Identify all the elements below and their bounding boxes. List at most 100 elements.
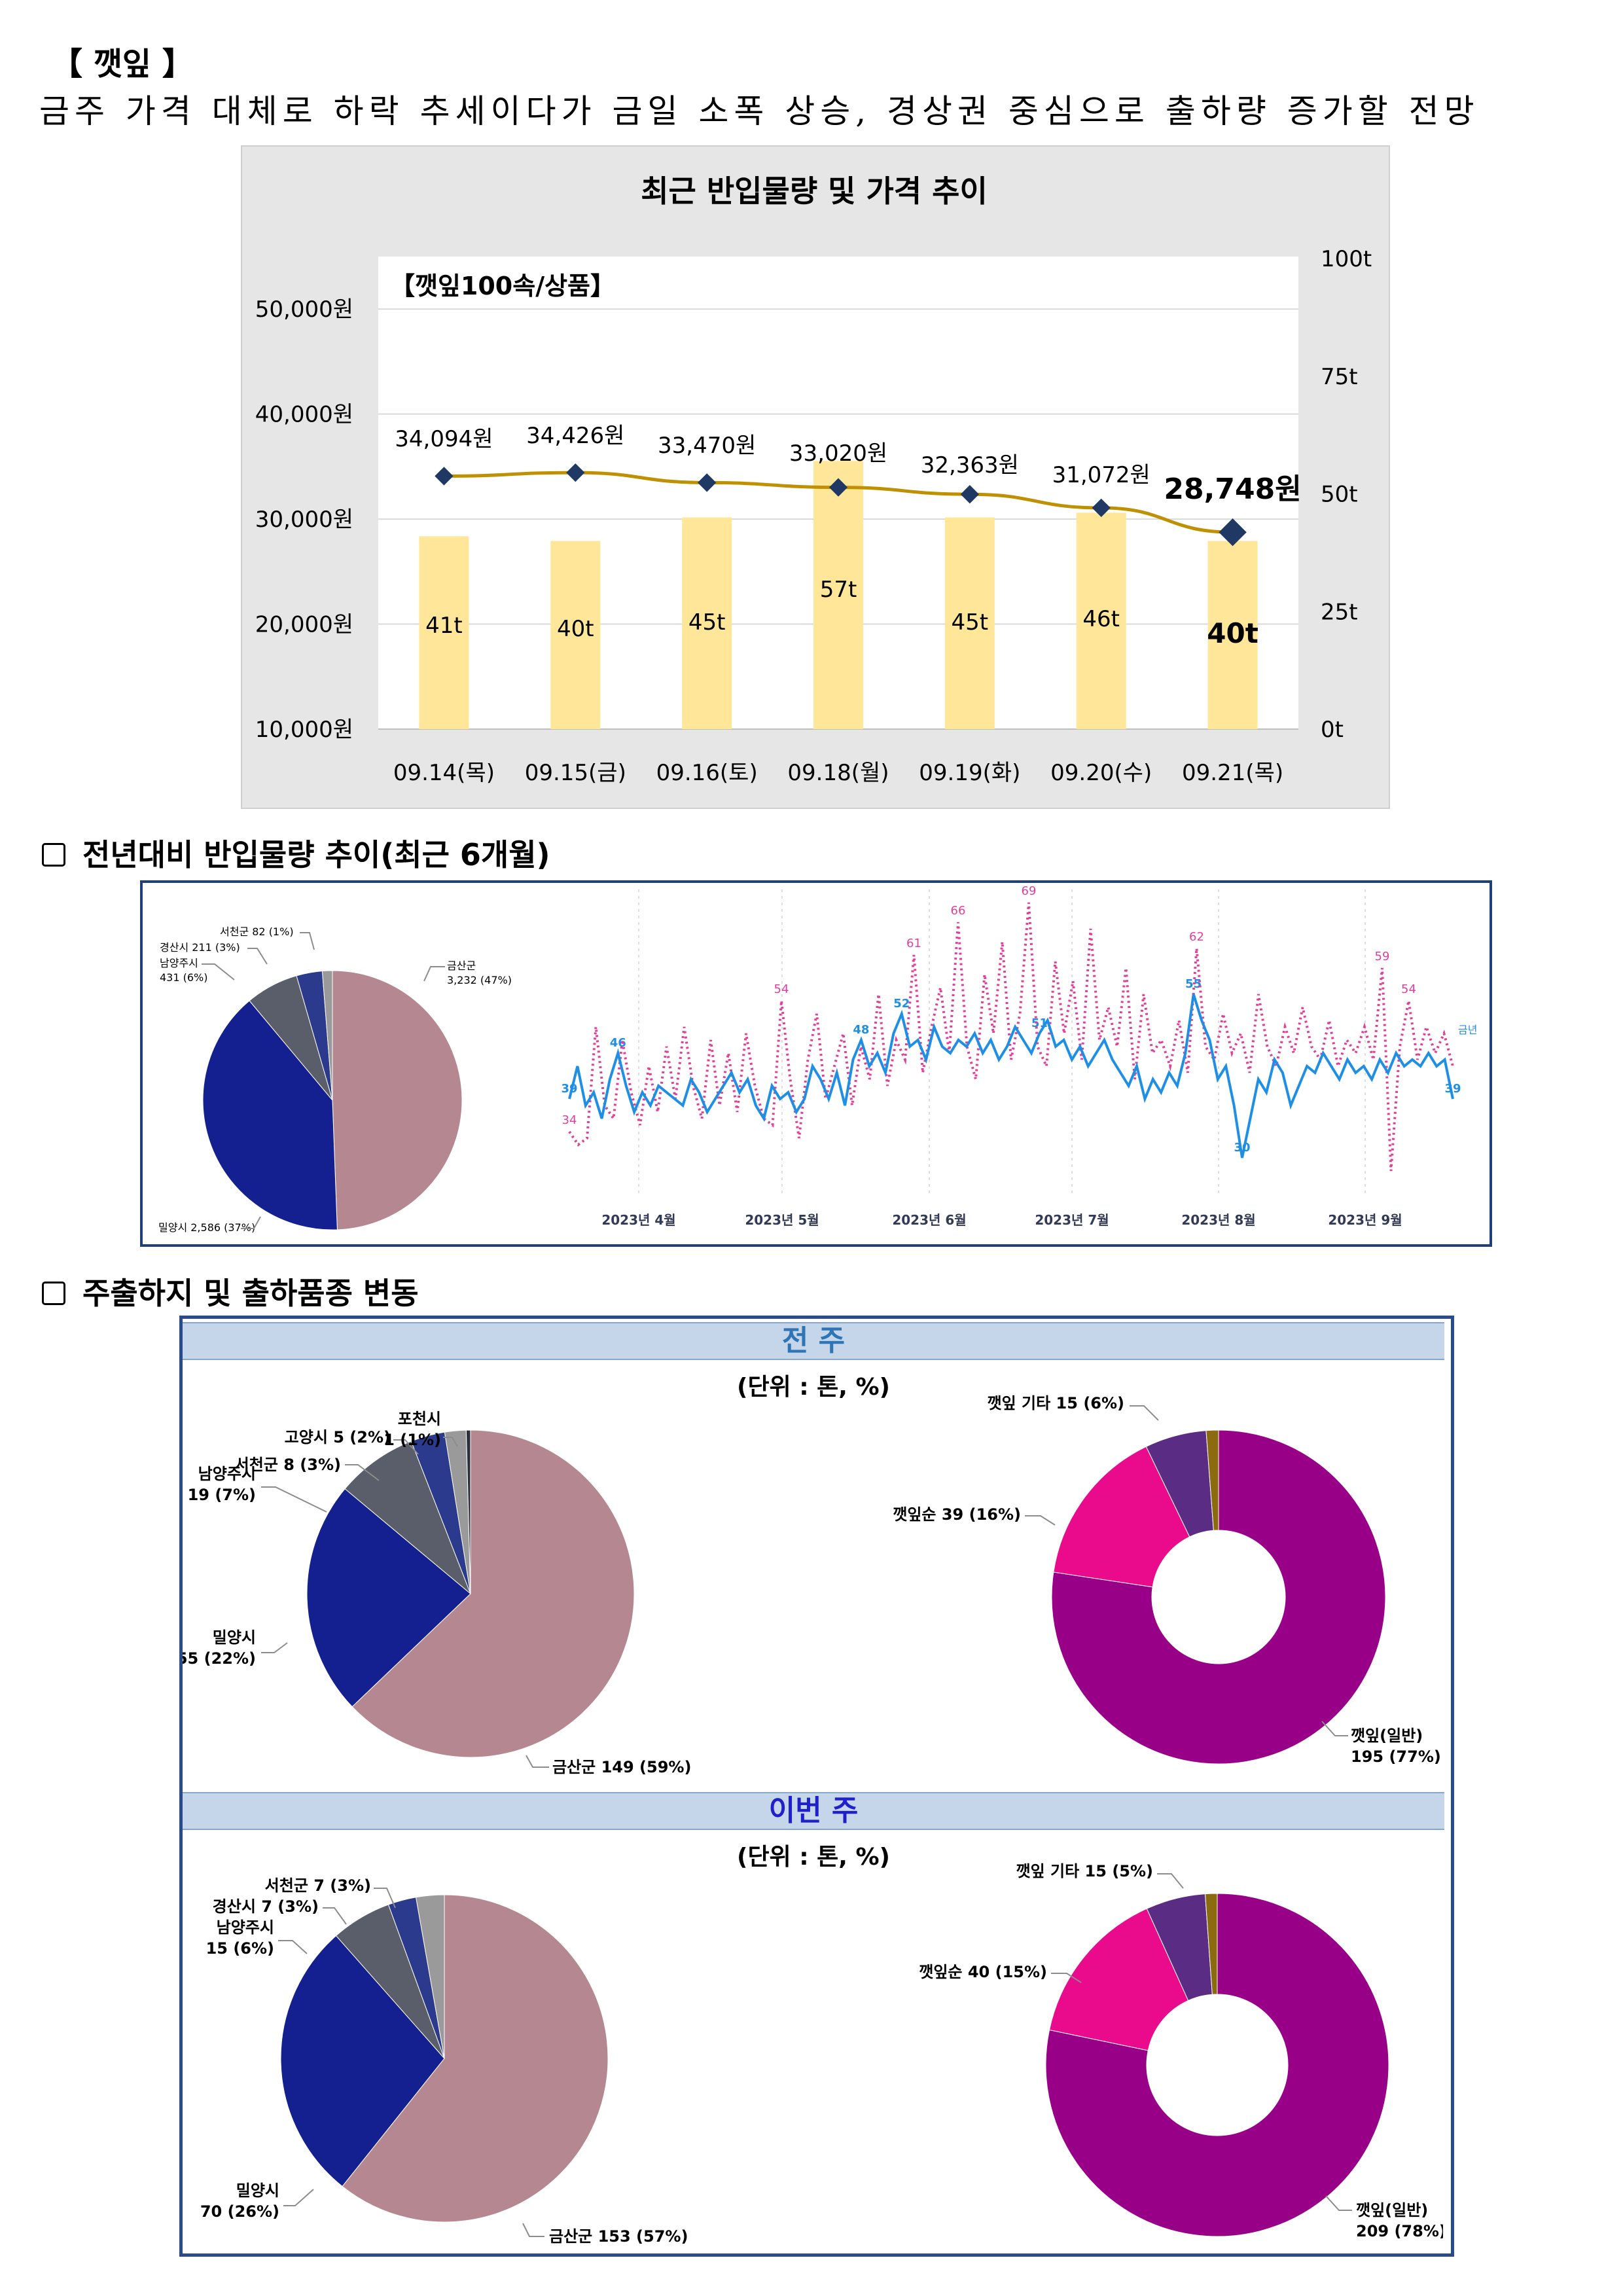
- leader-line: [247, 948, 268, 965]
- series-point-label: 62: [1189, 930, 1204, 944]
- pie-label: 밀양시: [236, 2181, 279, 2200]
- prev-variety-donut: 깻잎(일반) 195 (77%) 깻잎순 39 (16%) 깻잎 기타 15 (6%): [893, 1394, 1441, 1766]
- section2-heading: 전년대비 반입물량 추이(최근 6개월): [42, 831, 550, 874]
- donut-slice: [1204, 1893, 1218, 1995]
- price-label: 34,426원: [526, 423, 624, 449]
- section2-title: 전년대비 반입물량 추이(최근 6개월): [82, 837, 550, 872]
- volume-label: 41t: [425, 613, 463, 639]
- donut-slice: [1048, 1908, 1189, 2051]
- volume-bar: [813, 461, 863, 729]
- x-tick-label: 2023년 7월: [1035, 1212, 1109, 1228]
- pie-slice: [342, 1894, 609, 2223]
- checkbox-icon: [42, 1281, 65, 1305]
- leader-line: [323, 1907, 347, 1925]
- leader-line: [300, 932, 315, 950]
- donut-label: 깻잎(일반): [1356, 2201, 1428, 2219]
- leader-line: [1025, 1515, 1056, 1526]
- x-tick-label: 09.14(목): [393, 760, 495, 786]
- leader-line: [443, 1437, 458, 1447]
- pie-label: 70 (26%): [200, 2202, 279, 2221]
- x-tick-label: 09.16(토): [656, 760, 758, 786]
- this-year-series: [568, 994, 1454, 1158]
- leader-line: [522, 2223, 544, 2237]
- leader-line: [1325, 2195, 1352, 2211]
- pie-label: 밀양시: [213, 1628, 256, 1647]
- pie-label: 3,232 (47%): [447, 974, 512, 986]
- chart-title: 최근 반입물량 및 가격 추이: [641, 173, 988, 209]
- this-region-pie: 금산군 153 (57%) 밀양시 70 (26%) 남양주시 15 (6%) 경산시 7…: [200, 1876, 688, 2246]
- volume-bar: [944, 517, 995, 729]
- leader-line: [202, 963, 235, 980]
- volume-bar: [419, 536, 469, 729]
- leader-line: [526, 1755, 549, 1768]
- pie-slice: [351, 1429, 635, 1758]
- item-title: 【 깻잎 】: [51, 46, 194, 82]
- prev-week-band: 전 주: [183, 1322, 1444, 1360]
- price-label: 28,748원: [1164, 473, 1301, 506]
- x-tick-label: 2023년 4월: [601, 1212, 675, 1228]
- price-label: 33,020원: [789, 440, 887, 467]
- this-week-unit: (단위 : 톤, %): [736, 1844, 890, 1871]
- price-marker: [829, 478, 848, 497]
- trend-line-chart: 2023년 4월 2023년 5월 2023년 6월 2023년 7월 2023년 8월…: [561, 884, 1477, 1228]
- volume-label: 45t: [688, 609, 726, 636]
- this-week-band: 이번 주: [183, 1792, 1444, 1830]
- pie-label: 경산시 211 (3%): [160, 941, 240, 954]
- donut-label: 깻잎순 40 (15%): [919, 1963, 1047, 1981]
- volume-label: 45t: [952, 609, 989, 636]
- donut-label: 195 (77%): [1351, 1748, 1441, 1766]
- series-point-label: 59: [1375, 950, 1390, 963]
- right-tick-label: 100t: [1321, 246, 1372, 272]
- price-label: 34,094원: [395, 426, 493, 452]
- volume-bar: [1207, 541, 1258, 729]
- right-tick-label: 0t: [1321, 717, 1344, 743]
- donut-label: 209 (78%): [1356, 2222, 1443, 2240]
- x-tick-label: 09.19(화): [919, 760, 1020, 786]
- leader-line: [283, 2189, 314, 2206]
- pie-label: 서천군 82 (1%): [220, 925, 294, 938]
- pie-label: 금산군: [447, 960, 476, 972]
- donut-slice: [1045, 1893, 1389, 2237]
- price-marker: [566, 463, 585, 482]
- leader-line: [261, 1486, 327, 1513]
- series-point-label: 54: [774, 982, 789, 996]
- right-tick-label: 50t: [1321, 482, 1358, 508]
- leader-line: [423, 966, 445, 982]
- series-point-label: 46: [610, 1036, 626, 1050]
- pie-slice: [306, 1488, 471, 1708]
- price-marker: [698, 473, 717, 492]
- donut-label: 깻잎(일반): [1351, 1727, 1423, 1745]
- pie-label: 금산군 153 (57%): [549, 2227, 688, 2246]
- donut-label: 깻잎 기타 15 (5%): [1016, 1862, 1153, 1880]
- leader-line: [374, 1888, 396, 1909]
- pie-label: 19 (7%): [188, 1486, 256, 1504]
- x-tick-label: 2023년 8월: [1181, 1212, 1255, 1228]
- pie-label: 고양시 5 (2%): [285, 1428, 391, 1446]
- volume-label: 40t: [557, 616, 594, 642]
- x-tick-label: 09.21(목): [1182, 760, 1283, 786]
- pie-label: 1 (1%): [383, 1431, 441, 1449]
- volume-bar: [682, 517, 732, 729]
- chart-inner-label: 【깻잎100속/상품】: [390, 272, 615, 300]
- x-tick-label: 09.15(금): [525, 760, 626, 786]
- left-tick-label: 30,000원: [255, 507, 353, 533]
- supply-pie-chart: 금산군 3,232 (47%) 밀양시 2,586 (37%) 남양주시 431 (6%…: [158, 925, 512, 1234]
- last-year-series: [568, 902, 1454, 1172]
- donut-label: 깻잎순 39 (16%): [893, 1505, 1021, 1524]
- pie-label: 밀양시 2,586 (37%): [158, 1221, 255, 1234]
- section3-title: 주출하지 및 출하품종 변동: [82, 1276, 419, 1311]
- price-marker: [435, 467, 454, 486]
- series-point-label: 66: [951, 904, 966, 918]
- left-tick-label: 40,000원: [255, 402, 353, 428]
- x-tick-label: 09.20(수): [1050, 760, 1152, 786]
- leader-line: [1321, 1721, 1348, 1736]
- leader-line: [1051, 1973, 1082, 1983]
- price-marker: [1219, 518, 1247, 547]
- series-point-label: 61: [906, 937, 921, 950]
- prev-region-pie: 금산군 149 (59%) 밀양시 55 (22%) 남양주시 19 (7%) 서천군 8…: [183, 1410, 691, 1776]
- this-variety-donut: 깻잎(일반) 209 (78%) 깻잎순 40 (15%) 깻잎 기타 15 (5%): [919, 1862, 1443, 2240]
- series-point-label: 48: [853, 1023, 869, 1037]
- pie-label: 남양주시: [217, 1918, 274, 1937]
- price-volume-chart: 최근 반입물량 및 가격 추이 【깻잎100속/상품】 10,000원 20,000원…: [255, 173, 1372, 786]
- leader-line: [1130, 1405, 1159, 1421]
